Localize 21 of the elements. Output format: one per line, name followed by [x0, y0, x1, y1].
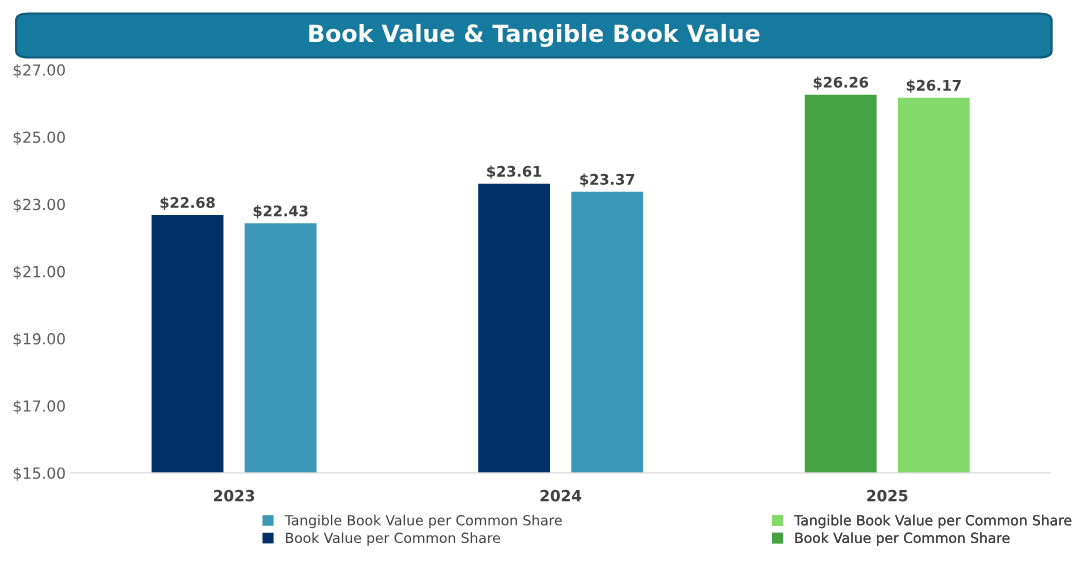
x-tick-label: 2024	[540, 489, 582, 502]
legend-label: Tangible Book Value per Common Share	[284, 514, 562, 529]
y-tick-label: $23.00	[13, 198, 65, 213]
legend-label: Tangible Book Value per Common Share	[794, 514, 1072, 529]
data-label: $22.68	[160, 196, 215, 211]
x-tick-label: 2023	[214, 489, 255, 502]
data-label: $23.37	[580, 173, 635, 187]
legend-label: Book Value per Common Share	[286, 532, 501, 546]
y-tick-label: $21.00	[13, 265, 65, 280]
y-tick-label: $17.00	[13, 399, 65, 414]
data-label: $26.17	[906, 79, 961, 93]
data-label: $22.43	[253, 205, 308, 219]
y-tick-label: $15.00	[13, 467, 65, 481]
x-tick-label: 2025	[867, 489, 908, 502]
data-label: $26.26	[813, 76, 869, 90]
data-label: $23.61	[487, 165, 542, 179]
chart-title: Book Value & Tangible Book Value	[309, 23, 760, 47]
y-tick-label: $25.00	[13, 131, 65, 146]
y-tick-label: $19.00	[13, 332, 65, 347]
legend-label: Book Value per Common Share	[795, 532, 1010, 546]
y-tick-label: $27.00	[13, 64, 65, 78]
